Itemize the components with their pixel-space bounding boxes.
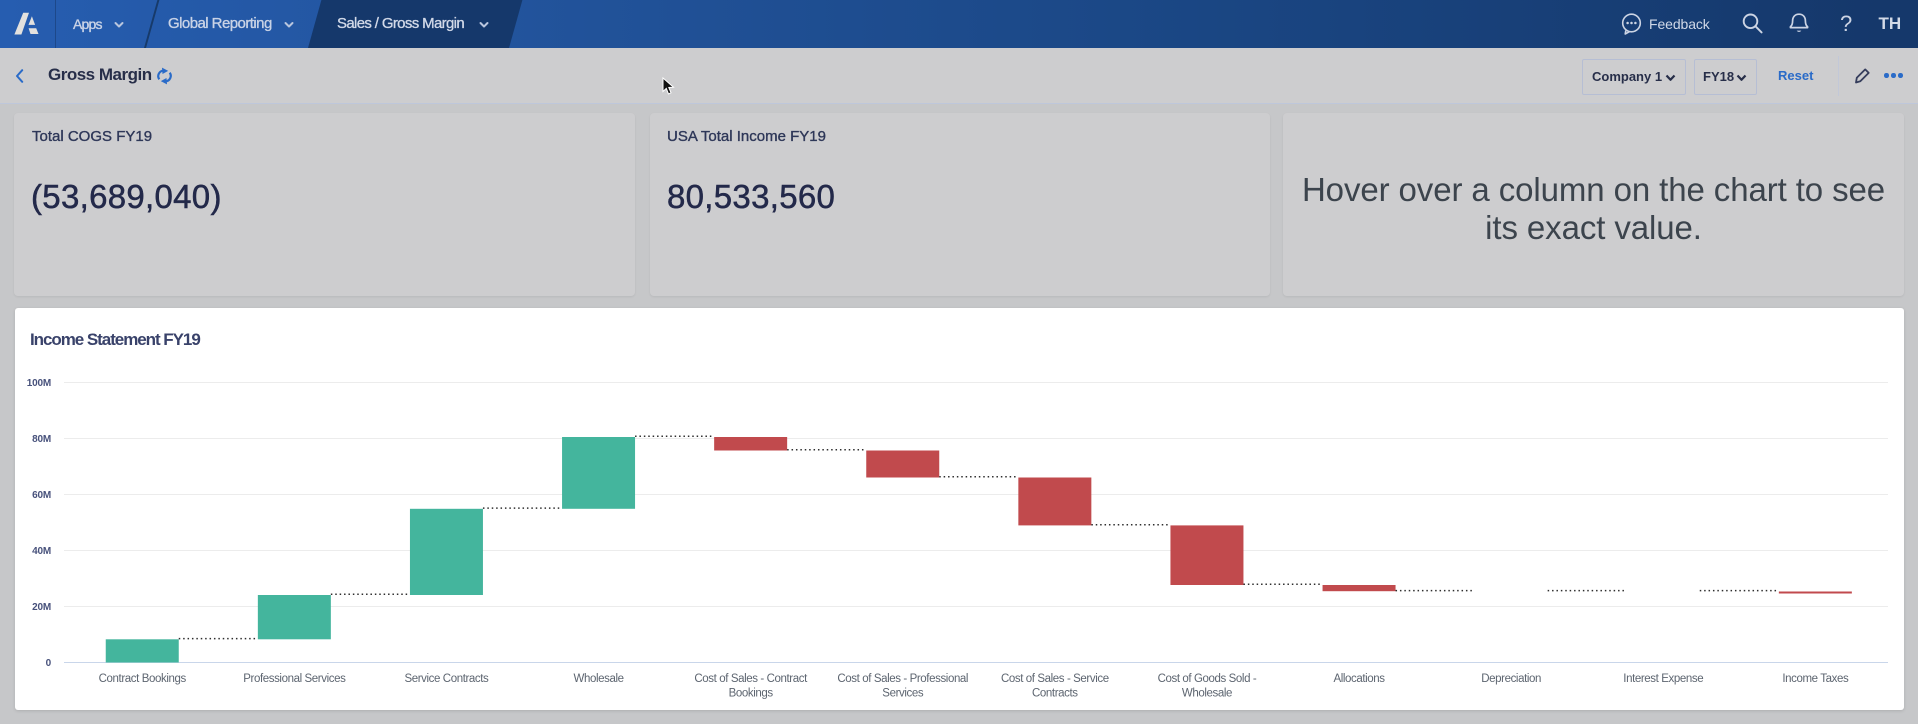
svg-text:Cost of Sales - Contract: Cost of Sales - Contract [694, 673, 808, 685]
svg-text:80M: 80M [32, 434, 51, 445]
svg-text:Cost of Sales - Service: Cost of Sales - Service [1001, 673, 1109, 685]
svg-text:Cost of Sales - Professional: Cost of Sales - Professional [837, 673, 968, 685]
svg-text:Income Taxes: Income Taxes [1782, 673, 1849, 685]
svg-text:Contract Bookings: Contract Bookings [99, 673, 187, 685]
svg-text:Contracts: Contracts [1032, 688, 1078, 700]
svg-text:20M: 20M [32, 602, 51, 613]
svg-text:60M: 60M [32, 490, 51, 501]
svg-text:Allocations: Allocations [1333, 673, 1385, 685]
svg-text:Service Contracts: Service Contracts [404, 673, 489, 685]
svg-text:Wholesale: Wholesale [1182, 688, 1232, 700]
svg-text:Depreciation: Depreciation [1481, 673, 1541, 685]
svg-text:Cost of Goods Sold -: Cost of Goods Sold - [1158, 673, 1257, 685]
svg-text:Interest Expense: Interest Expense [1623, 673, 1703, 685]
svg-text:Professional Services: Professional Services [243, 673, 346, 685]
svg-text:Bookings: Bookings [729, 688, 774, 700]
svg-text:Services: Services [882, 688, 924, 700]
svg-text:40M: 40M [32, 546, 51, 557]
svg-text:Wholesale: Wholesale [574, 673, 624, 685]
svg-text:0: 0 [46, 658, 52, 669]
svg-text:100M: 100M [27, 378, 51, 389]
svg-text:Income Statement FY19: Income Statement FY19 [30, 330, 200, 349]
